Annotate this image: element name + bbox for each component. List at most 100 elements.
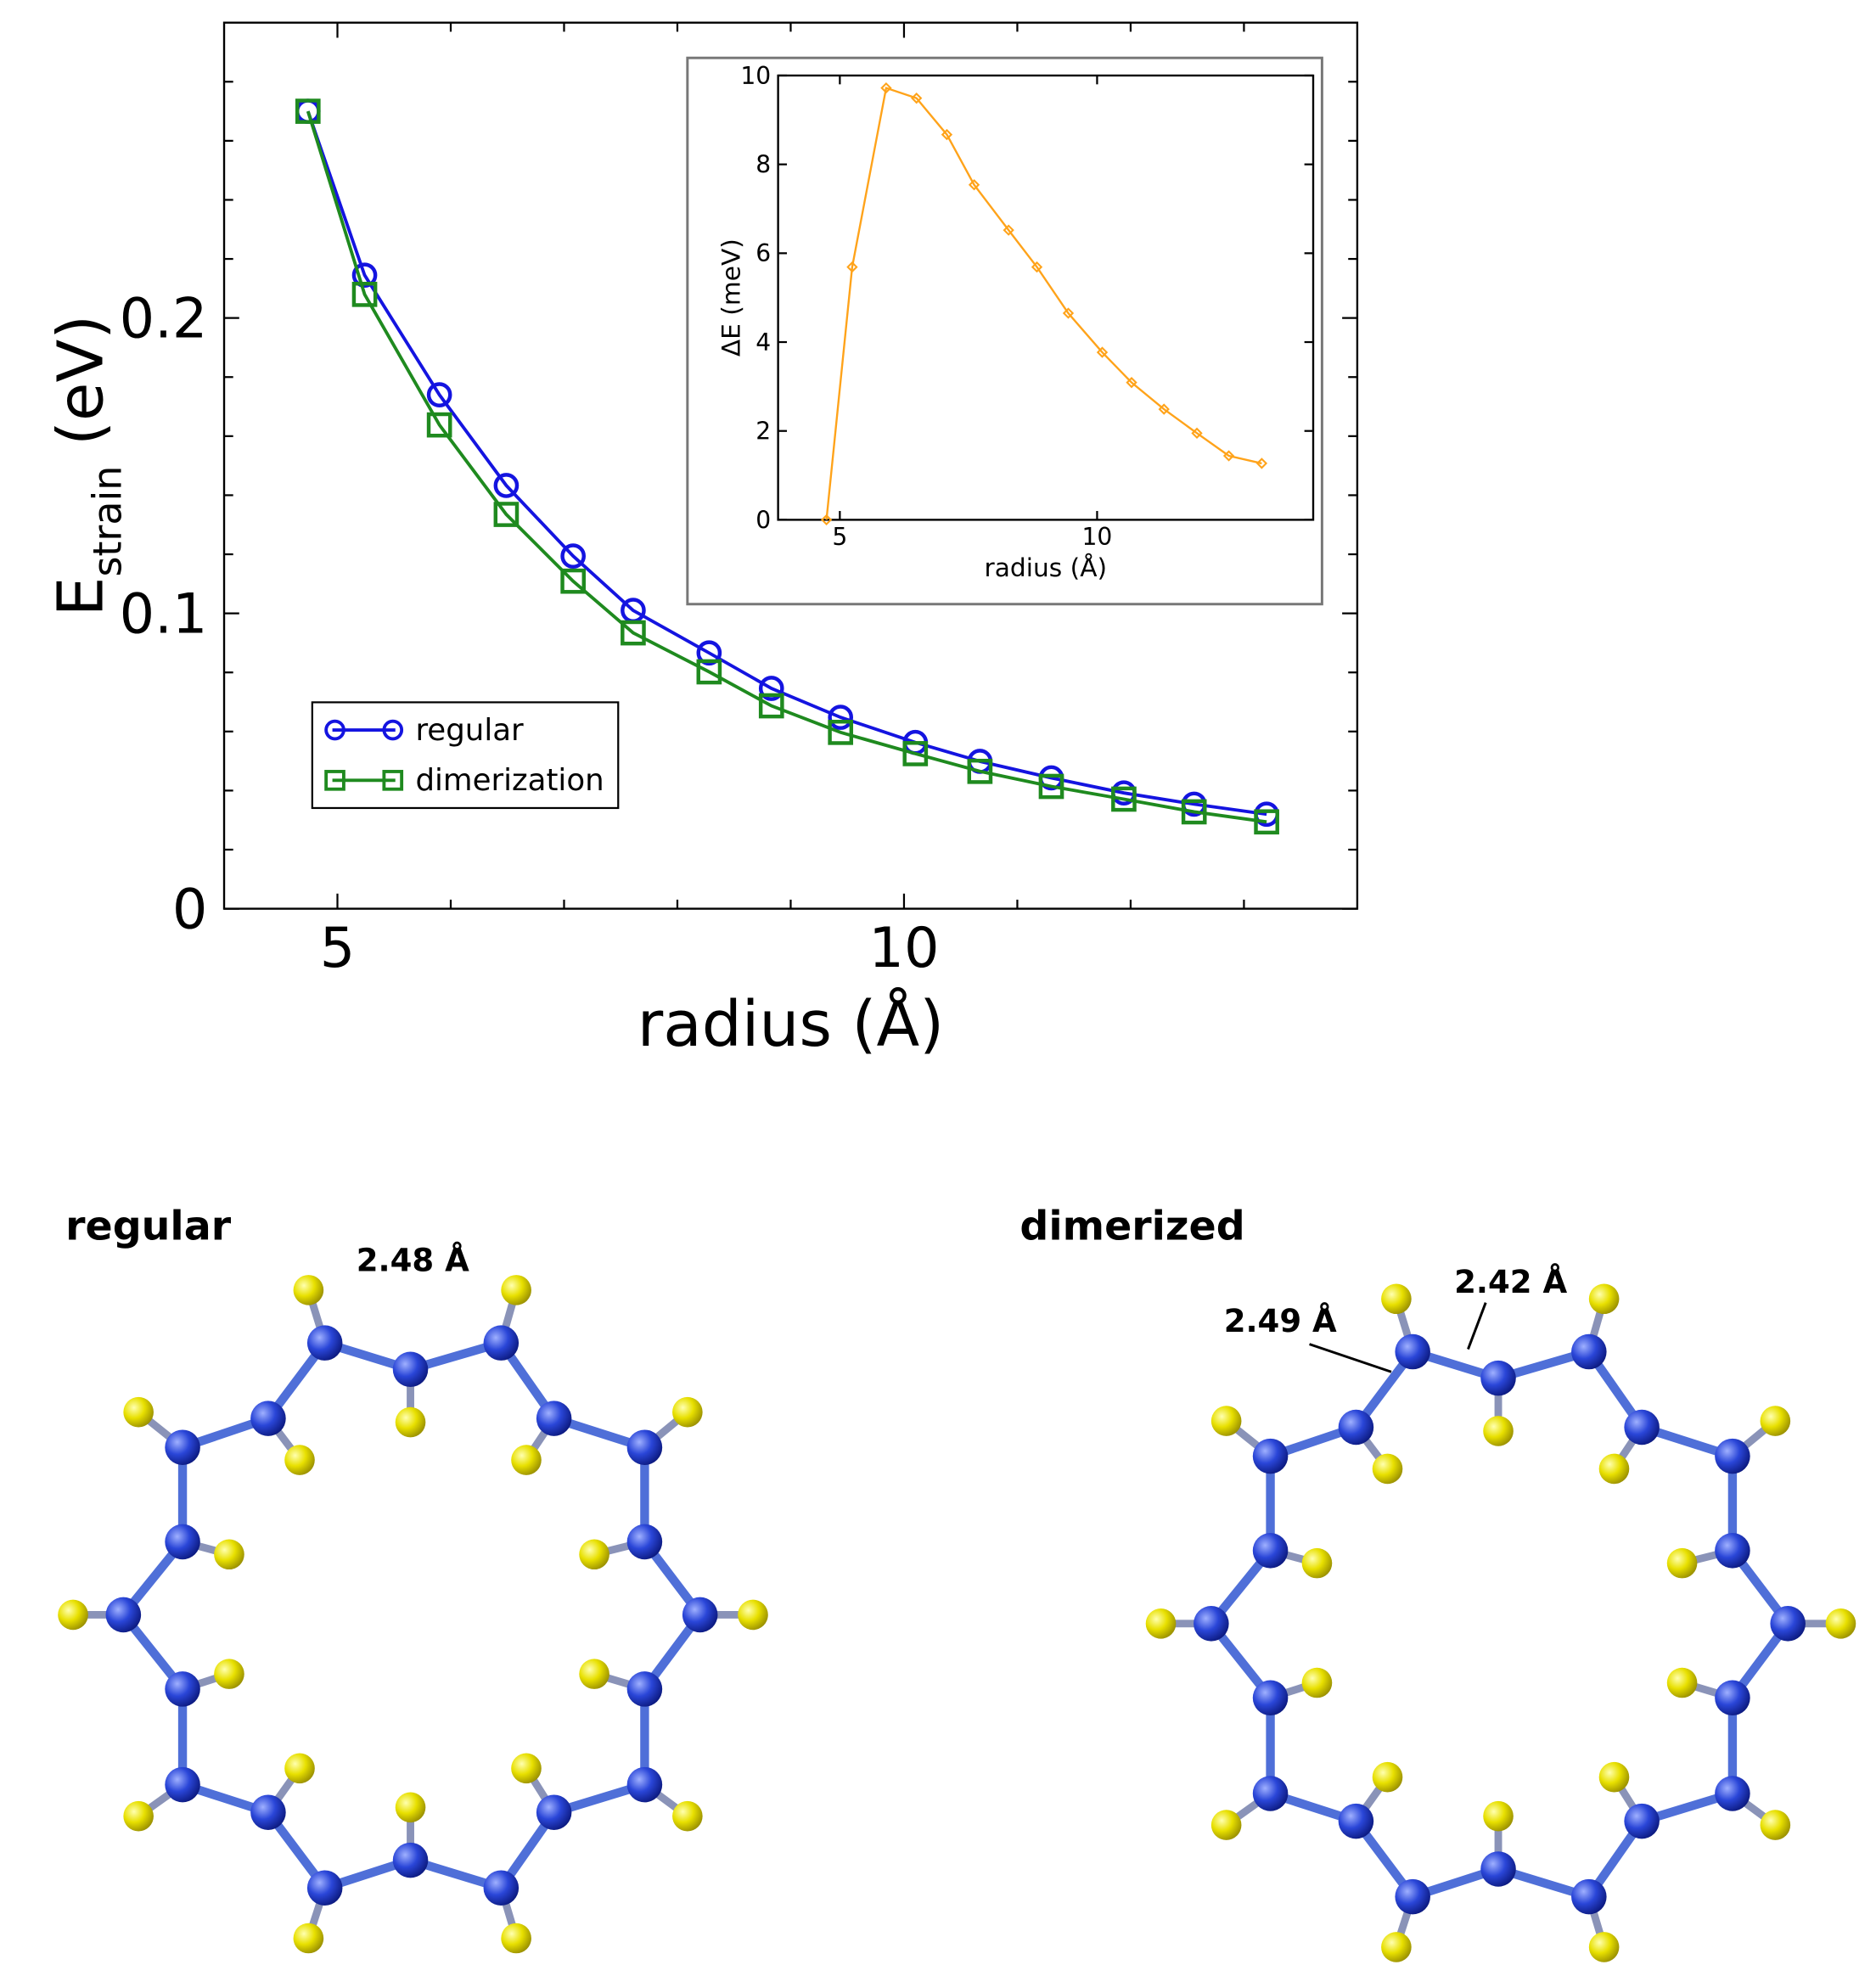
si-atom (1715, 1533, 1750, 1569)
h-atom (58, 1599, 88, 1631)
x-axis-label: radius (Å) (638, 986, 944, 1061)
h-atom (214, 1659, 244, 1689)
legend-label: dimerization (415, 763, 604, 798)
si-atom (1338, 1803, 1374, 1839)
marker (967, 758, 993, 784)
h-atom (511, 1445, 542, 1475)
y-tick-label: 4 (755, 328, 771, 356)
diagram-title: dimerized (1019, 1204, 1244, 1250)
si-atom (626, 1671, 663, 1707)
h-atom (1381, 1283, 1412, 1315)
y-axis-label-main: ΔE (meV) (716, 239, 746, 356)
si-atom (165, 1429, 200, 1465)
si-atom (1480, 1851, 1516, 1887)
h-atom (1760, 1810, 1791, 1840)
h-atom (1588, 1283, 1620, 1315)
marker (1255, 458, 1268, 469)
si-atom (1715, 1680, 1750, 1716)
h-atom (1825, 1608, 1856, 1639)
si-atom (483, 1325, 520, 1361)
inset-frame (686, 56, 1323, 606)
si-atom (536, 1794, 572, 1830)
y-tick-label: 0.1 (120, 581, 208, 646)
si-atom (1624, 1409, 1660, 1446)
h-atom (501, 1923, 531, 1954)
y-axis-label-main: E (44, 577, 117, 617)
marker (911, 93, 923, 104)
marker (820, 514, 833, 526)
h-atom (1381, 1932, 1412, 1962)
marker (560, 568, 586, 594)
h-atom (1598, 1453, 1630, 1485)
h-atom (1666, 1667, 1698, 1698)
si-atom (1770, 1606, 1806, 1642)
si-atom (1252, 1680, 1289, 1716)
marker (295, 98, 321, 124)
bond-label: 2.42 Å (1454, 1263, 1567, 1300)
plot-frame (777, 74, 1315, 521)
y-tick-label: 0 (755, 506, 771, 534)
legend-box (311, 701, 620, 810)
y-axis-label: Estrain (eV) (44, 315, 130, 617)
molecule (1145, 1283, 1856, 1962)
marker (846, 261, 858, 273)
marker (902, 741, 929, 766)
marker (493, 502, 520, 527)
marker (1111, 786, 1137, 812)
marker (941, 128, 953, 141)
si-atom (306, 1870, 343, 1906)
h-atom (214, 1539, 244, 1570)
si-atom (1252, 1776, 1289, 1811)
h-atom (293, 1275, 324, 1305)
x-tick-label: 10 (1082, 523, 1113, 551)
si-atom (626, 1429, 663, 1465)
y-tick-label: 2 (755, 418, 771, 446)
bond-label: 2.49 Å (1224, 1302, 1337, 1339)
h-atom (1372, 1453, 1403, 1485)
legend-label: regular (415, 713, 524, 748)
y-tick-label: 6 (755, 239, 771, 267)
x-tick-label: 5 (832, 523, 847, 551)
si-atom (1715, 1438, 1750, 1474)
marker (880, 81, 892, 94)
marker (696, 659, 722, 685)
h-atom (395, 1792, 426, 1823)
h-atom (123, 1396, 154, 1428)
x-axis-label: radius (Å) (985, 553, 1108, 582)
si-atom (1338, 1409, 1374, 1446)
si-atom (1395, 1333, 1430, 1370)
series-line (306, 110, 1267, 824)
h-atom (1588, 1932, 1620, 1962)
marker (968, 179, 980, 191)
h-atom (1210, 1810, 1242, 1840)
leader-line (1309, 1343, 1392, 1373)
series-line (306, 110, 1267, 817)
h-atom (395, 1406, 426, 1438)
h-atom (738, 1599, 768, 1631)
marker (828, 705, 854, 730)
h-atom (284, 1445, 315, 1475)
si-atom (626, 1524, 663, 1560)
si-atom (165, 1524, 200, 1560)
h-atom (123, 1800, 154, 1832)
marker (1158, 403, 1170, 415)
si-atom (250, 1401, 286, 1436)
h-atom (501, 1275, 531, 1305)
leader-line (1467, 1302, 1487, 1350)
si-atom (306, 1325, 343, 1361)
h-atom (293, 1923, 324, 1954)
y-tick-label: 0.2 (120, 286, 208, 351)
series-line (825, 87, 1262, 520)
si-atom (1252, 1533, 1289, 1569)
h-atom (1666, 1547, 1698, 1579)
si-atom (1624, 1803, 1660, 1839)
marker (758, 676, 784, 701)
marker (426, 382, 452, 407)
si-atom (1571, 1878, 1607, 1915)
si-atom (1480, 1360, 1516, 1396)
si-atom (392, 1842, 429, 1878)
h-atom (1760, 1406, 1791, 1436)
legend-marker (382, 719, 404, 741)
x-tick-label: 5 (320, 916, 356, 980)
marker (560, 543, 586, 569)
